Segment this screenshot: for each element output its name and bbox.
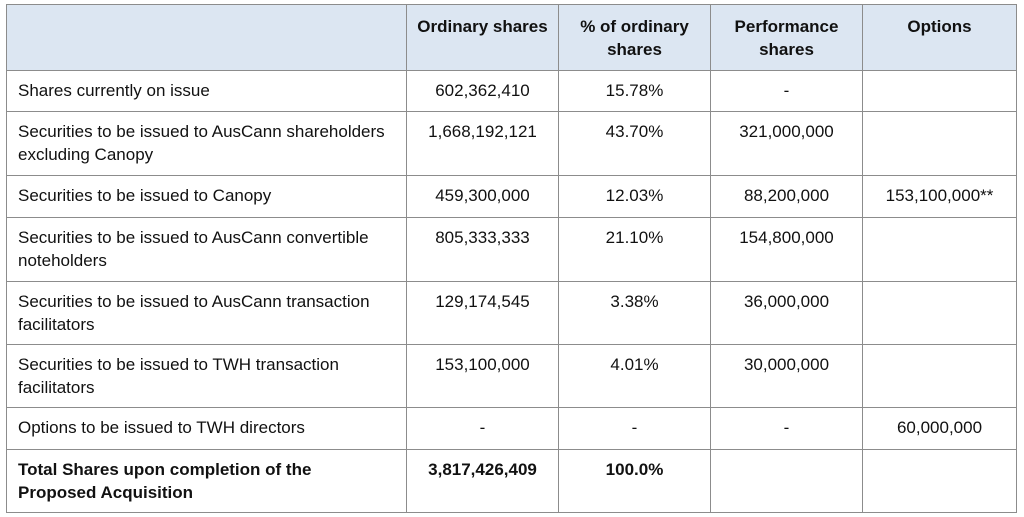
table-row: Shares currently on issue 602,362,410 15.7… xyxy=(6,70,1017,112)
row-label: Securities to be issued to AusCann trans… xyxy=(6,281,407,345)
cell: 30,000,000 xyxy=(710,344,863,408)
table-row: Securities to be issued to TWH transacti… xyxy=(6,344,1017,408)
row-label: Securities to be issued to Canopy xyxy=(6,175,407,218)
table-row: Securities to be issued to AusCann share… xyxy=(6,111,1017,176)
table-row: Securities to be issued to Canopy 459,300… xyxy=(6,175,1017,218)
cell: 1,668,192,121 xyxy=(406,111,559,176)
row-label: Securities to be issued to TWH transacti… xyxy=(6,344,407,408)
cell: 100.0% xyxy=(558,449,711,513)
cell: 602,362,410 xyxy=(406,70,559,112)
cell: 129,174,545 xyxy=(406,281,559,345)
shares-table: Ordinary shares% of ordinary shares Perfo… xyxy=(6,4,1017,513)
row-label: Options to be issued to TWH directors xyxy=(6,407,407,450)
cell: 36,000,000 xyxy=(710,281,863,345)
cell: - xyxy=(406,407,559,450)
row-label: Total Shares upon completion of the Prop… xyxy=(6,449,407,513)
row-label: Shares currently on issue xyxy=(6,70,407,112)
cell: 3,817,426,409 xyxy=(406,449,559,513)
cell: 88,200,000 xyxy=(710,175,863,218)
cell xyxy=(710,449,863,513)
cell: 15.78% xyxy=(558,70,711,112)
cell: 153,100,000 xyxy=(406,344,559,408)
cell xyxy=(862,344,1017,408)
cell xyxy=(862,111,1017,176)
table-row: Securities to be issued to AusCann trans… xyxy=(6,281,1017,345)
cell: 154,800,000 xyxy=(710,217,863,282)
cell xyxy=(862,217,1017,282)
header-cell: Performance shares xyxy=(710,4,863,71)
cell: 321,000,000 xyxy=(710,111,863,176)
cell: - xyxy=(710,70,863,112)
cell: - xyxy=(710,407,863,450)
cell: 459,300,000 xyxy=(406,175,559,218)
cell: 12.03% xyxy=(558,175,711,218)
header-cell xyxy=(6,4,407,71)
cell: 4.01% xyxy=(558,344,711,408)
row-label: Securities to be issued to AusCann conve… xyxy=(6,217,407,282)
cell xyxy=(862,281,1017,345)
cell: 43.70% xyxy=(558,111,711,176)
cell xyxy=(862,70,1017,112)
header-cell: Ordinary shares xyxy=(406,4,559,71)
header-cell: Options xyxy=(862,4,1017,71)
cell: 21.10% xyxy=(558,217,711,282)
cell: 805,333,333 xyxy=(406,217,559,282)
cell: 3.38% xyxy=(558,281,711,345)
header-row: Ordinary shares% of ordinary shares Perfo… xyxy=(6,4,1017,71)
row-label: Securities to be issued to AusCann share… xyxy=(6,111,407,176)
table-row: Options to be issued to TWH directors - - -… xyxy=(6,407,1017,450)
cell: 60,000,000 xyxy=(862,407,1017,450)
table-row: Securities to be issued to AusCann conve… xyxy=(6,217,1017,282)
header-cell: % of ordinary shares xyxy=(558,4,711,71)
cell: 153,100,000** xyxy=(862,175,1017,218)
table-row: Total Shares upon completion of the Prop… xyxy=(6,449,1017,513)
cell xyxy=(862,449,1017,513)
cell: - xyxy=(558,407,711,450)
